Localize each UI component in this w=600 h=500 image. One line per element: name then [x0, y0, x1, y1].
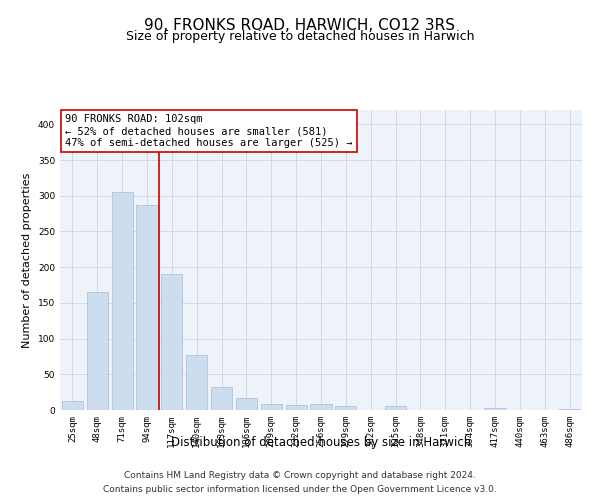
Bar [236, 398, 257, 410]
Bar [286, 405, 307, 410]
Text: Distribution of detached houses by size in Harwich: Distribution of detached houses by size … [171, 436, 471, 449]
Text: 90, FRONKS ROAD, HARWICH, CO12 3RS: 90, FRONKS ROAD, HARWICH, CO12 3RS [145, 18, 455, 32]
Bar [186, 355, 207, 410]
Text: Contains public sector information licensed under the Open Government Licence v3: Contains public sector information licen… [103, 484, 497, 494]
Bar [136, 205, 158, 410]
Text: Size of property relative to detached houses in Harwich: Size of property relative to detached ho… [126, 30, 474, 43]
Text: Contains HM Land Registry data © Crown copyright and database right 2024.: Contains HM Land Registry data © Crown c… [124, 472, 476, 480]
Bar [62, 400, 83, 410]
Bar [335, 406, 356, 410]
Y-axis label: Number of detached properties: Number of detached properties [22, 172, 32, 348]
Bar [211, 387, 232, 410]
Bar [161, 274, 182, 410]
Bar [261, 404, 282, 410]
Bar [559, 408, 580, 410]
Bar [87, 292, 108, 410]
Bar [310, 404, 332, 410]
Bar [484, 408, 506, 410]
Bar [385, 406, 406, 410]
Bar [112, 192, 133, 410]
Text: 90 FRONKS ROAD: 102sqm
← 52% of detached houses are smaller (581)
47% of semi-de: 90 FRONKS ROAD: 102sqm ← 52% of detached… [65, 114, 353, 148]
